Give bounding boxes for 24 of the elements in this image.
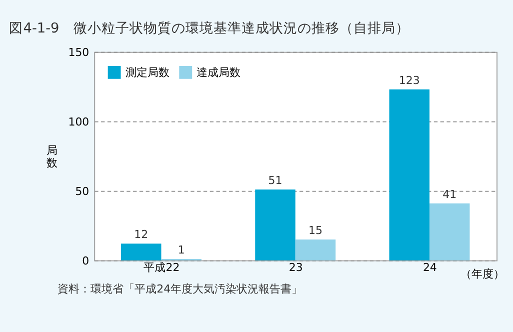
data-label: 12 [134,228,148,242]
bar [255,189,296,260]
bar [295,240,336,260]
y-tick-label: 150 [68,46,90,59]
bar [389,89,430,260]
bar [121,244,162,260]
x-tick-label: 平成22 [144,260,180,274]
y-tick-label: 0 [82,254,90,268]
text: 資料：環境省「平成24年度大気汚染状況報告書」 [58,282,303,296]
data-label: 123 [398,74,420,87]
y-tick-label: 50 [75,184,90,198]
y-tick-label: 100 [68,115,90,128]
y-axis-title: 局数 [46,144,58,170]
data-label: 15 [308,224,322,238]
chart-title: 図4-1-9 微小粒子状物質の環境基準達成状況の推移（自排局） [9,20,410,37]
x-tick-label: 24 [422,260,437,274]
data-label: 41 [442,188,457,201]
data-label: 51 [268,174,282,187]
legend-label: 達成局数 [196,66,241,80]
bar [429,203,470,260]
data-label: 1 [178,243,185,256]
x-axis-title: （年度） [460,267,504,280]
x-tick-label: 23 [288,260,303,274]
legend-label: 測定局数 [125,66,170,80]
